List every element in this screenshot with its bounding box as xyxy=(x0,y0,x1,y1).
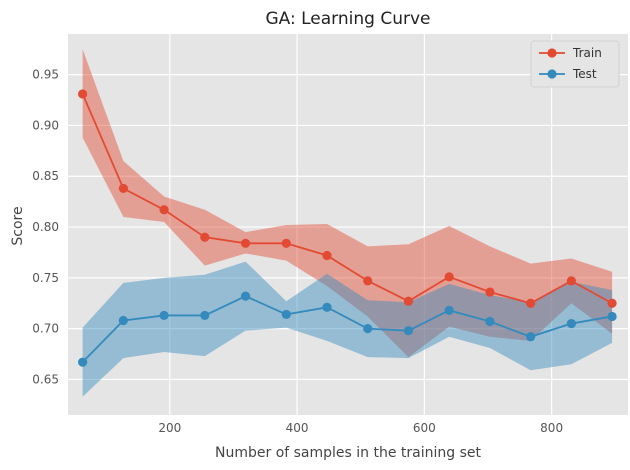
train-data-point xyxy=(322,250,332,261)
x-axis-label: Number of samples in the training set xyxy=(215,445,482,461)
legend-train-marker xyxy=(547,48,557,58)
test-data-point xyxy=(159,310,169,321)
y-tick-label: 0.95 xyxy=(32,68,59,82)
test-data-point xyxy=(403,326,414,336)
test-data-point xyxy=(607,311,617,322)
x-tick-label: 200 xyxy=(158,421,181,435)
y-tick-label: 0.80 xyxy=(32,220,59,234)
train-data-point xyxy=(363,276,373,286)
test-data-point xyxy=(118,315,128,326)
test-data-point xyxy=(444,305,454,315)
y-tick-label: 0.75 xyxy=(32,271,59,285)
legend: Train Test xyxy=(530,40,620,88)
x-tick-label: 600 xyxy=(413,421,436,435)
x-axis-ticks: 200 400 600 800 xyxy=(158,421,563,435)
y-tick-label: 0.90 xyxy=(32,118,59,132)
legend-train-label: Train xyxy=(572,46,602,60)
train-data-point xyxy=(607,298,617,308)
train-data-point xyxy=(485,287,495,297)
y-tick-label: 0.85 xyxy=(32,169,59,183)
test-series-line xyxy=(81,295,613,363)
chart-title: GA: Learning Curve xyxy=(266,9,431,29)
train-data-point xyxy=(200,232,210,242)
test-data-point xyxy=(363,324,373,334)
train-data-point xyxy=(118,183,128,194)
train-std-band xyxy=(82,49,613,358)
test-data-point xyxy=(485,316,495,327)
test-data-point xyxy=(322,302,332,312)
train-data-point xyxy=(240,238,251,248)
train-data-point xyxy=(444,272,454,282)
test-data-point xyxy=(200,310,210,321)
legend-test-marker xyxy=(547,69,557,79)
test-data-point xyxy=(240,291,251,301)
train-data-point xyxy=(526,298,536,308)
train-data-point xyxy=(159,205,169,215)
train-data-point xyxy=(281,238,291,248)
y-tick-label: 0.65 xyxy=(32,372,59,386)
series-points xyxy=(78,89,617,367)
confidence-bands xyxy=(82,49,613,397)
train-series-line xyxy=(81,93,613,305)
legend-test-label: Test xyxy=(572,67,597,81)
x-tick-label: 800 xyxy=(540,421,563,435)
test-data-point xyxy=(281,309,291,320)
test-data-point xyxy=(526,332,536,342)
y-axis-label: Score xyxy=(10,206,26,245)
y-axis-ticks: 0.65 0.70 0.75 0.80 0.85 0.90 0.95 xyxy=(32,68,59,387)
test-data-point xyxy=(78,357,88,367)
series-lines xyxy=(81,93,613,363)
plot-area xyxy=(68,34,628,415)
y-tick-label: 0.70 xyxy=(32,322,59,336)
train-data-point xyxy=(566,276,576,286)
test-data-point xyxy=(566,318,576,329)
train-data-point xyxy=(78,89,88,99)
x-tick-label: 400 xyxy=(286,421,309,435)
test-std-band xyxy=(82,261,613,397)
train-data-point xyxy=(403,296,414,306)
